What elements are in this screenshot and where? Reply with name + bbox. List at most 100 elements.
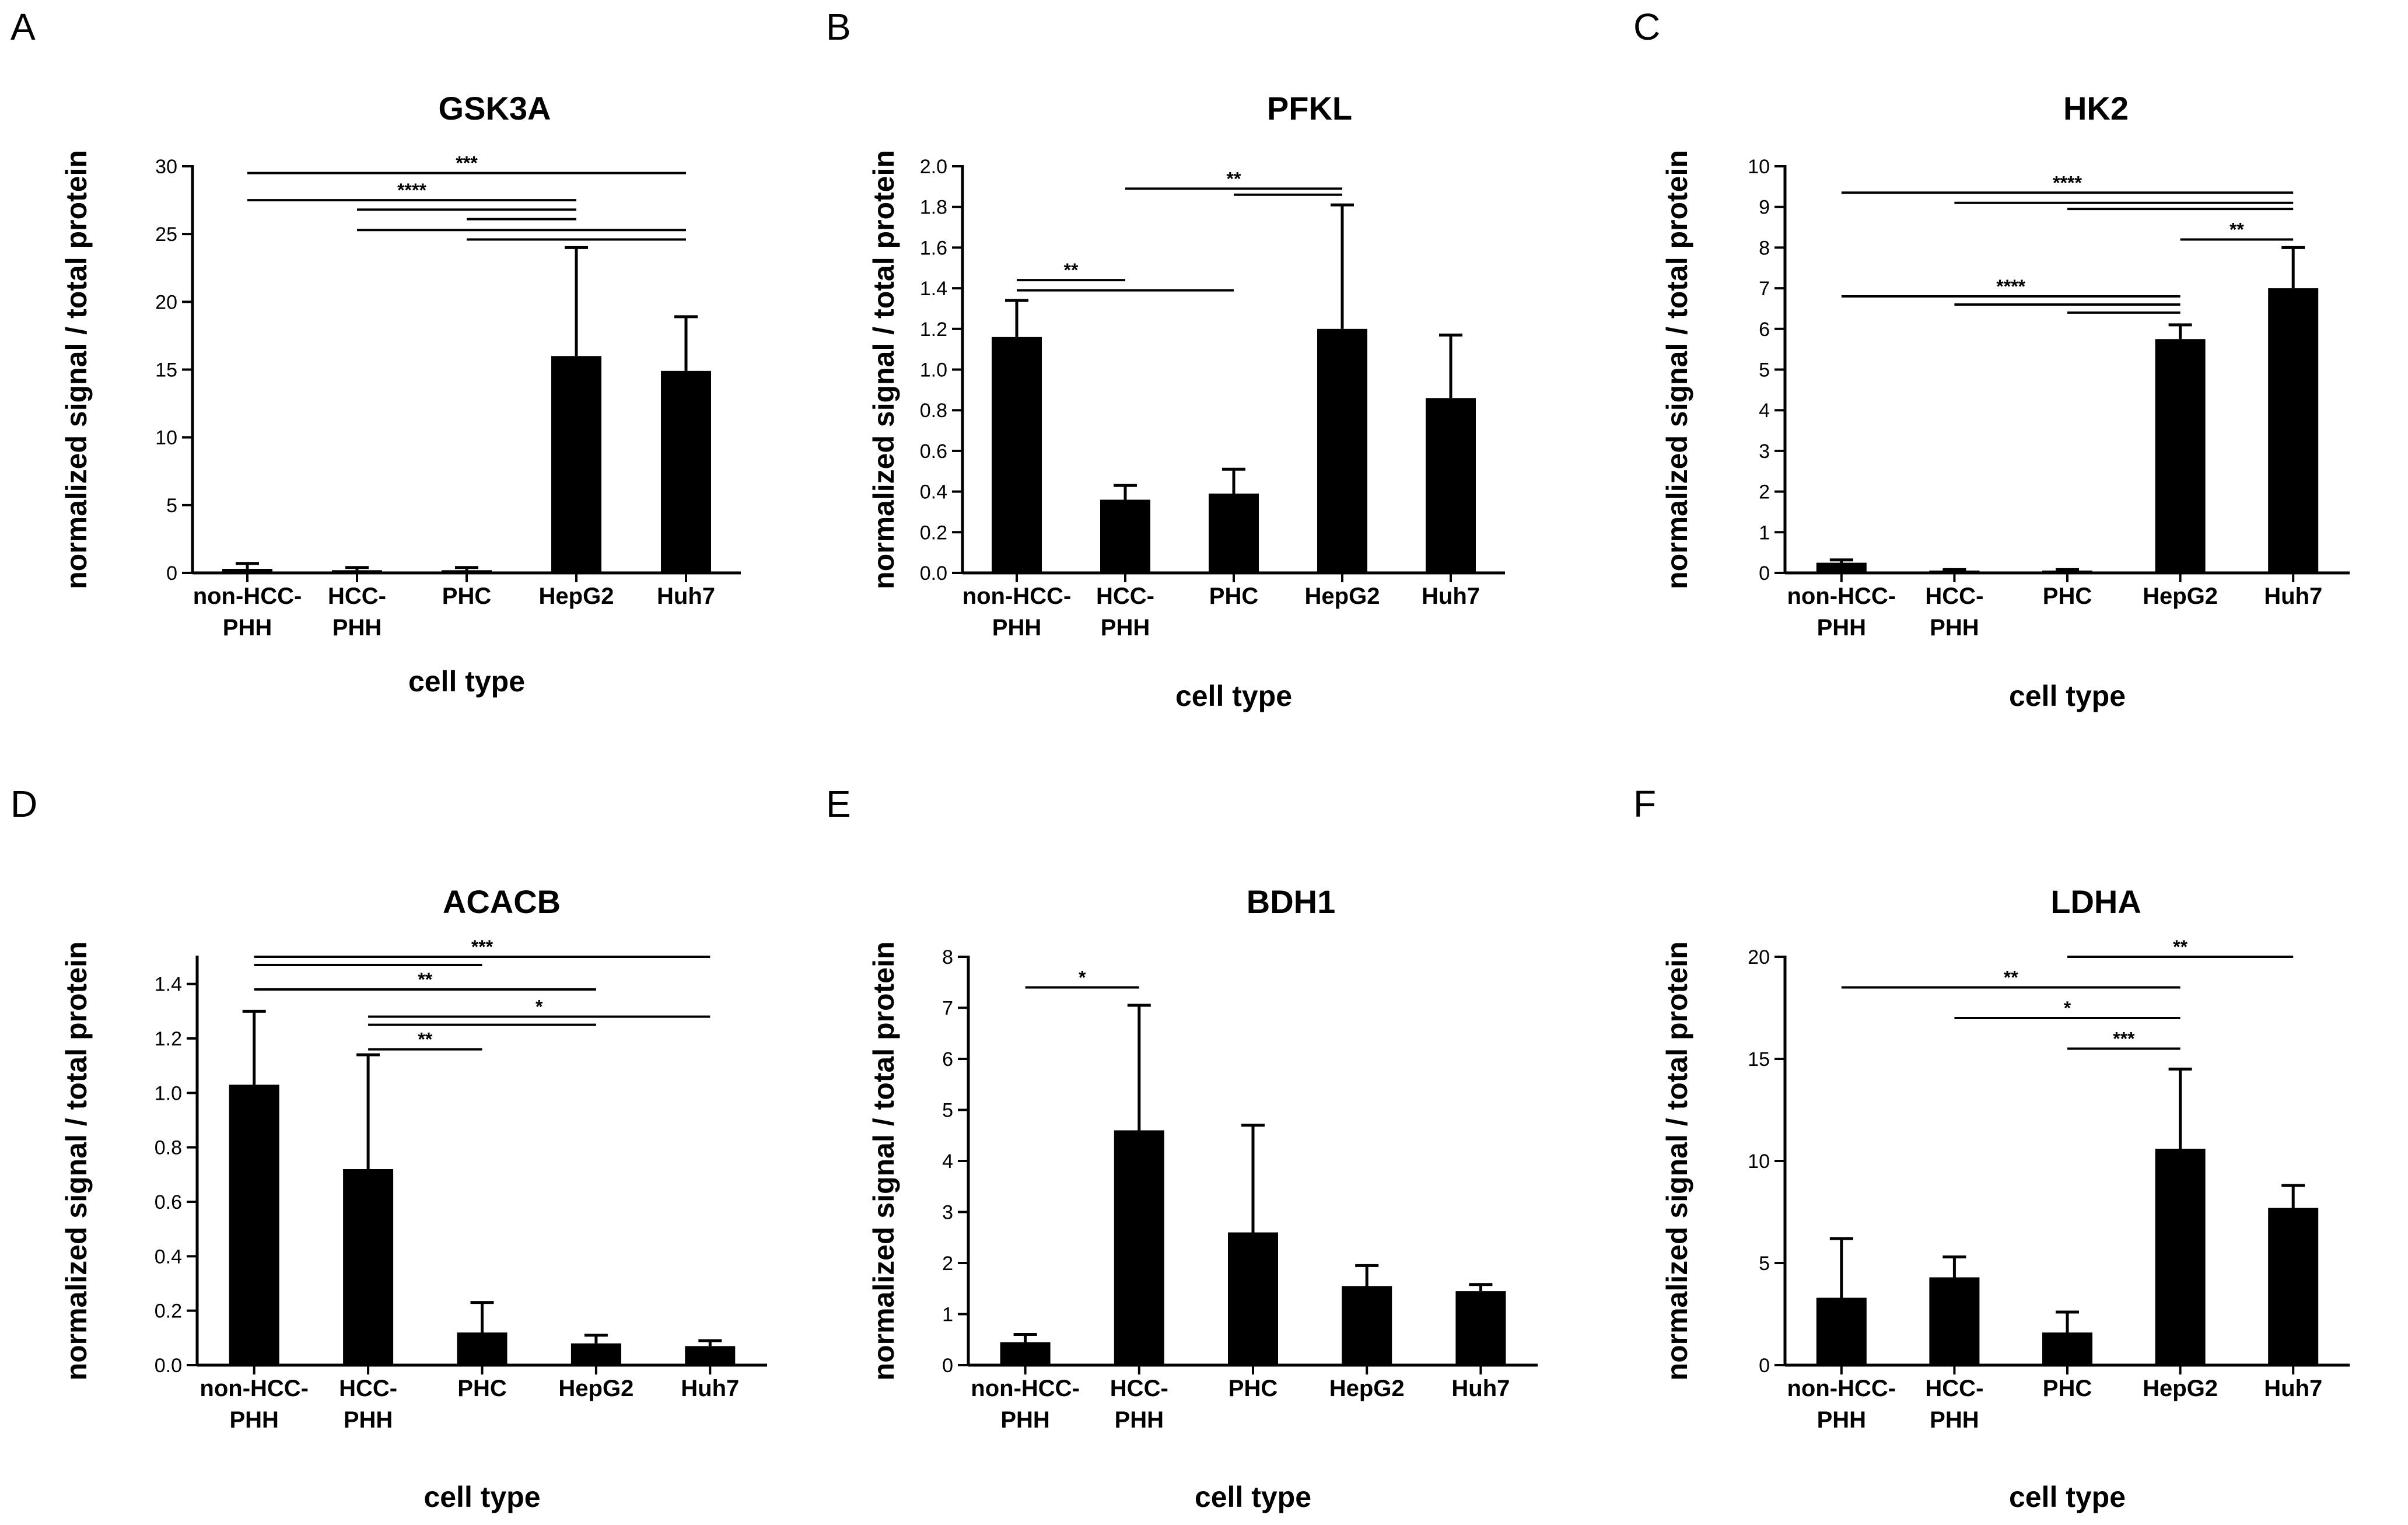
- bar: [570, 1343, 621, 1365]
- bar: [1816, 562, 1867, 573]
- x-tick-label-line: HCC-: [1110, 1376, 1168, 1401]
- y-tick-label: 5: [166, 495, 177, 517]
- x-tick-label-line: HepG2: [539, 583, 614, 609]
- panel-a: A GSK3A 0 5 10 15 20 25 30 non-HCC- PHH HCC- PHH PHC H…: [10, 6, 741, 698]
- y-tick-label: 0.4: [155, 1246, 182, 1268]
- bar: [1317, 328, 1367, 573]
- panel-f: F LDHA 0 5 10 15 20 non-HCC- PHH HCC- PHH PHC HepG2 H…: [1633, 783, 2350, 1513]
- y-tick-label: 10: [1748, 1150, 1770, 1173]
- y-tick-label: 1.2: [155, 1028, 182, 1050]
- bar: [1455, 1291, 1506, 1365]
- x-tick-label: PHC: [442, 583, 491, 609]
- x-tick-label-line: non-HCC-: [200, 1376, 309, 1401]
- x-tick-label: PHC: [2043, 1376, 2092, 1401]
- bar: [1100, 499, 1150, 573]
- x-tick-label-line: non-HCC-: [1787, 1376, 1896, 1401]
- x-tick-label-line: PHH: [992, 615, 1041, 641]
- x-tick-label: non-HCC- PHH: [200, 1376, 309, 1433]
- x-axis-title: cell type: [2009, 1481, 2126, 1513]
- bar: [551, 356, 601, 573]
- x-tick-label: non-HCC- PHH: [193, 583, 302, 641]
- y-tick-label: 1.0: [155, 1082, 182, 1104]
- x-tick-label: non-HCC- PHH: [1787, 1376, 1896, 1433]
- x-tick-label: Huh7: [657, 583, 715, 609]
- y-tick-label: 0.0: [155, 1355, 182, 1377]
- panel-b: B PFKL 0.0 0.2 0.4 0.6 0.8 1.0 1.2 1.4 1.6 1.8 2.0 no…: [826, 6, 1505, 712]
- x-tick-label-line: non-HCC-: [971, 1376, 1080, 1401]
- y-axis-title: normalized signal / total protein: [867, 942, 900, 1381]
- panel-letter: D: [10, 783, 37, 825]
- bar: [2042, 1332, 2092, 1365]
- bar: [1228, 1232, 1278, 1365]
- chart-title: GSK3A: [439, 90, 551, 127]
- y-axis-title: normalized signal / total protein: [60, 942, 93, 1381]
- bar: [229, 1085, 279, 1365]
- significance-stars: ***: [471, 936, 494, 957]
- chart-title: LDHA: [2050, 883, 2141, 920]
- x-tick-label-line: PHH: [223, 615, 272, 641]
- y-tick-label: 2.0: [920, 156, 947, 178]
- bar: [2155, 339, 2206, 573]
- bar: [1000, 1342, 1051, 1365]
- x-tick-label: PHC: [2043, 583, 2092, 609]
- x-axis-title: cell type: [424, 1481, 540, 1513]
- panel-letter: C: [1633, 6, 1660, 48]
- x-tick-label-line: HCC-: [1925, 583, 1983, 609]
- x-tick-label: Huh7: [1422, 583, 1480, 609]
- significance-stars: **: [1064, 260, 1079, 281]
- y-axis-title: normalized signal / total protein: [1661, 150, 1693, 589]
- bar: [2042, 571, 2092, 573]
- panel-letter: F: [1633, 783, 1656, 825]
- x-tick-label-line: PHH: [1930, 1407, 1979, 1433]
- significance-stars: **: [2004, 967, 2018, 988]
- x-tick-label: non-HCC- PHH: [963, 583, 1072, 641]
- x-tick-label-line: PHH: [1930, 615, 1979, 641]
- y-tick-label: 2: [1759, 481, 1770, 503]
- significance-stars: *: [2064, 998, 2071, 1019]
- y-tick-label: 1.8: [920, 197, 947, 219]
- x-tick-label-line: PHH: [1115, 1407, 1164, 1433]
- y-tick-label: 9: [1759, 197, 1770, 219]
- y-tick-label: 5: [1759, 359, 1770, 382]
- y-tick-label: 0.0: [920, 562, 947, 585]
- x-tick-label-line: HepG2: [1305, 583, 1380, 609]
- panel-c: C HK2 0 1 2 3 4 5 6 7 8 9 10 non-HCC- PHH HCC- PHH PHC Hep…: [1633, 6, 2350, 712]
- x-tick-label-line: PHC: [2043, 1376, 2092, 1401]
- y-axis-title: normalized signal / total protein: [60, 150, 93, 589]
- y-tick-label: 1.0: [920, 359, 947, 382]
- significance-stars: **: [2173, 936, 2188, 957]
- y-tick-label: 1.6: [920, 237, 947, 259]
- x-tick-label: HepG2: [539, 583, 614, 609]
- y-tick-label: 5: [942, 1100, 953, 1122]
- bar: [343, 1169, 394, 1365]
- x-tick-label-line: Huh7: [2264, 1376, 2322, 1401]
- y-tick-label: 1: [942, 1304, 953, 1326]
- x-tick-label: HCC- PHH: [1110, 1376, 1168, 1433]
- panel-d: D ACACB 0.0 0.2 0.4 0.6 0.8 1.0 1.2 1.4 non-HCC- PH…: [10, 783, 767, 1513]
- x-tick-label-line: PHC: [1228, 1376, 1278, 1401]
- y-axis-title: normalized signal / total protein: [867, 150, 900, 589]
- y-tick-label: 20: [1748, 946, 1770, 968]
- y-tick-label: 20: [155, 291, 177, 313]
- x-tick-label: HCC- PHH: [328, 583, 386, 641]
- significance-stars: ****: [397, 180, 426, 201]
- x-tick-label: HCC- PHH: [339, 1376, 397, 1433]
- x-tick-label-line: HCC-: [1925, 1376, 1983, 1401]
- x-tick-label: non-HCC- PHH: [971, 1376, 1080, 1433]
- y-tick-label: 4: [1759, 400, 1770, 422]
- y-tick-label: 0: [166, 562, 177, 585]
- x-tick-label: HepG2: [2143, 1376, 2218, 1401]
- bar: [1929, 1277, 1980, 1365]
- bar: [442, 570, 492, 573]
- x-tick-label-line: non-HCC-: [1787, 583, 1896, 609]
- bar: [1209, 494, 1259, 573]
- x-tick-label-line: PHH: [1101, 615, 1150, 641]
- x-tick-label-line: Huh7: [1451, 1376, 1510, 1401]
- x-tick-label: PHC: [1209, 583, 1258, 609]
- y-tick-label: 1.2: [920, 319, 947, 341]
- bar: [457, 1332, 508, 1365]
- y-tick-label: 0: [942, 1355, 953, 1377]
- y-tick-label: 0.2: [920, 522, 947, 544]
- x-tick-label-line: PHC: [457, 1376, 506, 1401]
- y-tick-label: 7: [1759, 278, 1770, 300]
